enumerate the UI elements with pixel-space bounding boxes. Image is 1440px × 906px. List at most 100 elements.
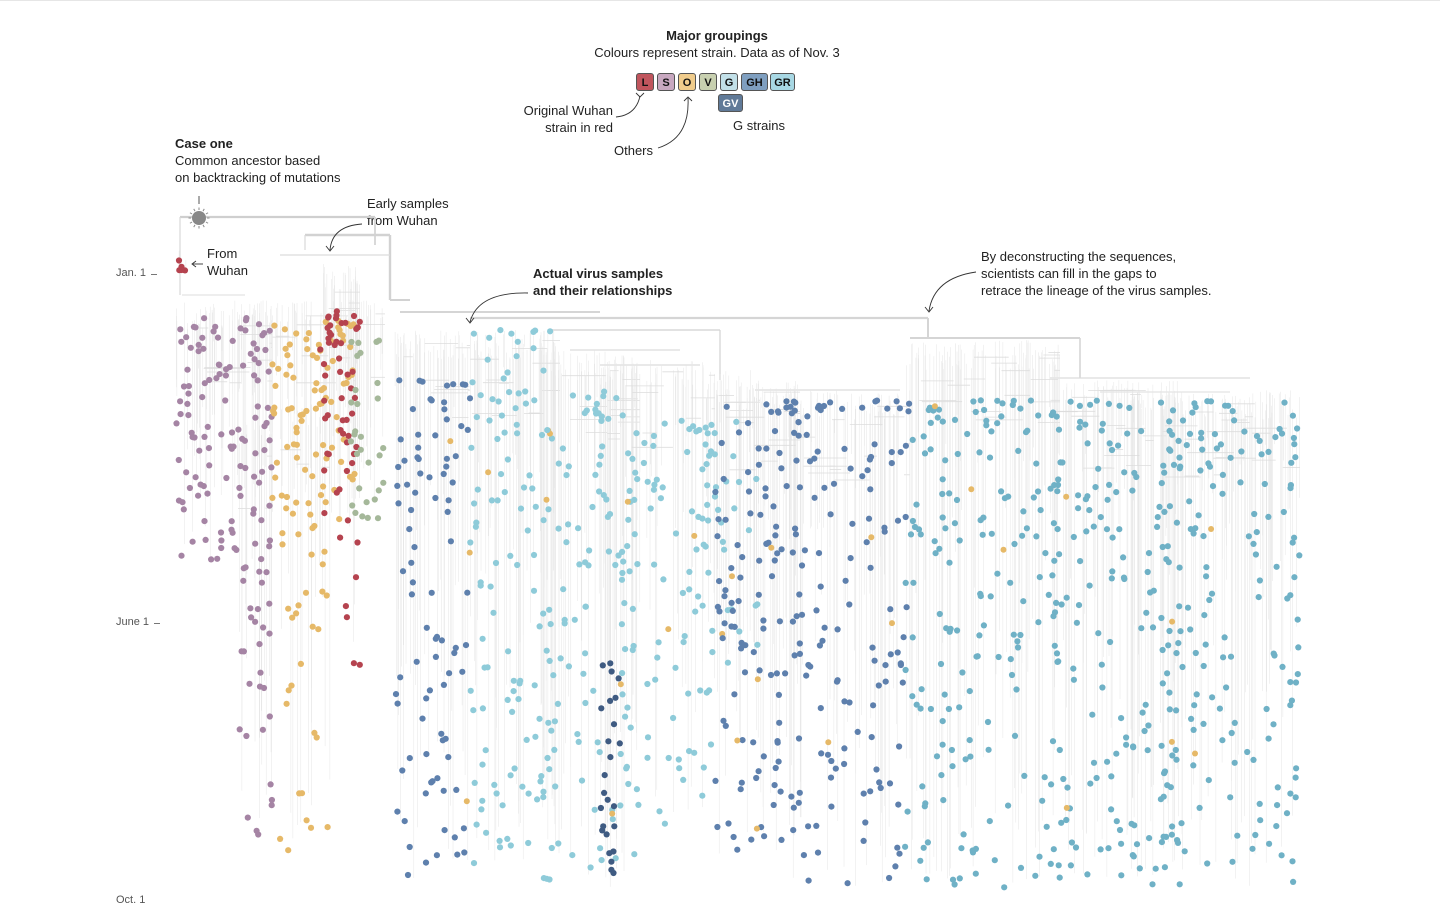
strain-chip-gh: GH [741, 73, 768, 91]
sample-dot-gh [778, 465, 785, 472]
sample-dot-gh [906, 400, 913, 407]
sample-dot-g [624, 704, 631, 711]
sample-dot-gh [401, 457, 408, 464]
sample-dot-s [218, 537, 225, 544]
sample-dot-s [206, 376, 213, 384]
sample-dot-gh [760, 753, 767, 760]
sample-dot-gr [1294, 425, 1301, 432]
sample-dot-g [721, 546, 728, 553]
sample-dot-g [731, 505, 738, 512]
sample-dot-gr [1234, 832, 1241, 839]
sample-dot-gr [1116, 402, 1123, 409]
sample-dot-gr [927, 446, 934, 453]
sample-dot-gh [719, 635, 726, 642]
sample-dot-gr [994, 420, 1001, 427]
sample-dot-o [315, 626, 322, 633]
sample-dot-s [258, 556, 265, 563]
sample-dot-s [206, 462, 213, 469]
sample-dot-s [254, 403, 261, 410]
sample-dot-o [297, 412, 304, 419]
sample-dot-gr [1099, 420, 1106, 427]
sample-dot-g [559, 445, 567, 452]
sample-dot-gr [1077, 558, 1084, 565]
sample-dot-g [612, 855, 619, 862]
sample-dot-gr [1213, 445, 1220, 452]
sample-dot-gr [1244, 748, 1251, 756]
sample-dot-gh [712, 488, 719, 496]
sample-dot-g [543, 647, 550, 654]
sample-dot-o [328, 398, 335, 405]
sample-dot-gr [1158, 742, 1165, 749]
sample-dot-s [252, 414, 259, 421]
sample-dot-gh [896, 405, 904, 412]
sample-dot-gh [783, 398, 790, 405]
sample-dot-gh [841, 745, 848, 752]
sample-dot-gr [1278, 852, 1285, 859]
sample-dot-s [266, 600, 273, 607]
sample-dot-gr [991, 857, 998, 864]
sample-dot-o [320, 483, 327, 490]
sample-dot-gr [917, 857, 924, 864]
sample-dot-gh [423, 695, 430, 702]
sample-dot-gr [1168, 831, 1175, 838]
sample-dot-g [484, 356, 491, 363]
sample-dot-g [629, 646, 636, 654]
sample-dot-gh [432, 494, 439, 502]
sample-dot-gh [404, 481, 411, 488]
sample-dot-gh [775, 409, 782, 416]
sample-dot-g [644, 734, 652, 741]
sample-dot-gr [1258, 451, 1265, 458]
sample-dot-g [550, 672, 557, 679]
sample-dot-o [308, 551, 315, 558]
sample-dot-gh [453, 786, 460, 794]
sample-dot-gh [738, 645, 745, 652]
sample-dot-gr [1265, 513, 1272, 521]
sample-dot-s [212, 323, 219, 330]
sample-dot-gh [443, 416, 450, 423]
sample-dot-gh [714, 533, 721, 540]
sample-dot-o [283, 505, 290, 512]
sample-dot-gr [1184, 604, 1192, 611]
sample-dot-gr [1098, 661, 1105, 668]
sample-dot-o [315, 341, 322, 348]
sample-dot-s [238, 648, 245, 655]
sample-dot-gr [1205, 777, 1212, 784]
sample-dot-gh [714, 823, 721, 831]
sample-dot-o [868, 534, 875, 541]
sample-dot-g [536, 715, 543, 722]
sample-dot-gr [1274, 802, 1281, 809]
sample-dot-gr [1222, 402, 1229, 409]
sample-dot-g [479, 797, 486, 804]
sample-dot-o [304, 346, 311, 353]
sample-dot-gh [817, 705, 824, 712]
sample-dot-o [665, 626, 672, 633]
sample-dot-gh [413, 658, 420, 665]
sample-dot-gr [1108, 575, 1115, 582]
sample-dot-gr [1296, 552, 1303, 559]
sample-dot-gr [983, 417, 990, 424]
sample-dot-gr [902, 666, 909, 674]
sample-dot-gr [1175, 437, 1182, 444]
sample-dot-l [345, 432, 352, 439]
sample-dot-gr [1149, 881, 1156, 888]
sample-dot-gh [819, 637, 826, 644]
sample-dot-gr [1176, 564, 1183, 571]
sample-dot-gr [1293, 765, 1300, 772]
sample-dot-g [510, 677, 517, 684]
sample-dot-gr [1027, 397, 1034, 404]
sample-dot-s [267, 781, 274, 788]
sample-dot-gh [411, 544, 418, 551]
sample-dot-l [322, 415, 329, 422]
sample-dot-g [686, 748, 693, 755]
sample-dot-gr [1265, 735, 1272, 742]
sample-dot-g [483, 829, 490, 836]
sample-dot-o [288, 405, 295, 412]
sample-dot-gr [1288, 459, 1295, 466]
sample-dot-s [189, 538, 196, 545]
sample-dot-gh [412, 489, 419, 496]
sample-dot-o [447, 438, 454, 445]
sample-dot-o [753, 825, 760, 832]
sample-dot-gr [1250, 756, 1257, 764]
sample-dot-g [565, 521, 572, 528]
sample-dot-gr [1095, 630, 1102, 637]
